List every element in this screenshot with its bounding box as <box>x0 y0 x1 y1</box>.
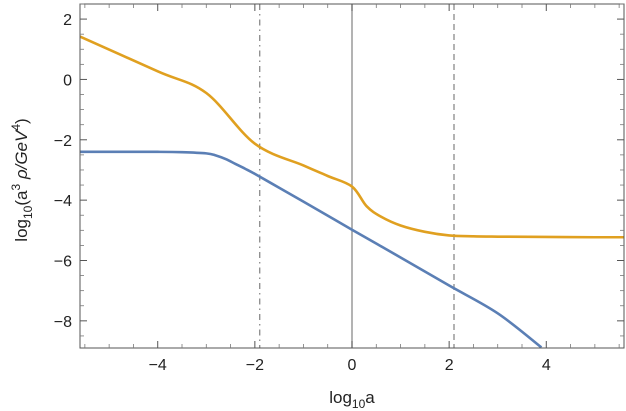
y-tick-label: 0 <box>63 72 72 89</box>
y-tick-label: −2 <box>54 133 72 150</box>
y-tick-label: −8 <box>54 314 72 331</box>
series-line-2 <box>80 150 543 348</box>
series-line-1 <box>80 35 624 239</box>
x-ticks: −4 −2 0 2 4 <box>84 4 620 374</box>
x-tick-label: 0 <box>348 357 357 374</box>
x-tick-label: −2 <box>246 357 264 374</box>
x-tick-label: 4 <box>542 357 551 374</box>
x-tick-label: −4 <box>149 357 167 374</box>
y-tick-label: −6 <box>54 253 72 270</box>
y-tick-label: 2 <box>63 12 72 29</box>
y-ticks: 2 0 −2 −4 −6 −8 <box>54 3 624 337</box>
reference-lines <box>259 4 455 348</box>
series-curves <box>80 35 624 348</box>
y-tick-label: −4 <box>54 193 72 210</box>
y-axis-title: log10(a3 ρ/GeV4) <box>9 118 35 241</box>
x-axis-title: log10a <box>329 388 375 411</box>
x-tick-label: 2 <box>445 357 454 374</box>
